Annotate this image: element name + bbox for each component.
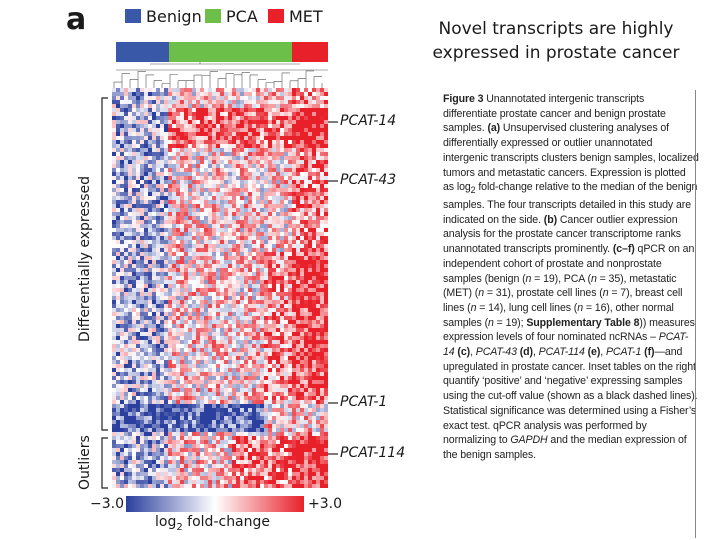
heatmap-cells: [112, 88, 328, 488]
transcript-label-pcat14: PCAT-14: [340, 113, 397, 129]
legend-pca: PCA: [205, 6, 258, 26]
legend-swatch-benign: [125, 9, 141, 23]
sample-bar-met: [292, 42, 328, 62]
page-edge-rule: [695, 90, 696, 538]
slide-title-line-2: expressed in prostate cancer: [432, 43, 680, 63]
colorbar-title: log2 fold-change: [155, 514, 271, 533]
heatmap-figure: [101, 42, 338, 512]
legend-swatch-pca: [205, 9, 221, 23]
transcript-label-pcat114: PCAT-114: [340, 445, 406, 461]
legend-swatch-met: [268, 9, 284, 23]
colorbar: [126, 496, 304, 512]
column-dendrogram: [113, 62, 328, 88]
colorbar-max-label: +3.0: [308, 496, 342, 512]
legend-benign: Benign: [125, 6, 202, 26]
row-brackets: [101, 97, 108, 489]
transcript-leaders: [328, 121, 338, 455]
transcript-label-pcat1: PCAT-1: [340, 394, 388, 410]
legend-label-pca: PCA: [226, 6, 258, 26]
sample-bar-pca: [169, 42, 292, 62]
legend-label-benign: Benign: [146, 6, 202, 26]
legend-label-met: MET: [289, 6, 323, 26]
transcript-label-pcat43: PCAT-43: [340, 172, 397, 188]
legend-met: MET: [268, 6, 323, 26]
figure-caption: Figure 3 Unannotated intergenic transcri…: [443, 93, 699, 461]
y-axis-label-differentially-expressed: Differentially expressed: [77, 175, 93, 342]
sample-bar-benign: [116, 42, 169, 62]
y-axis-label-outliers: Outliers: [77, 435, 93, 490]
slide-title-line-1: Novel transcripts are highly: [438, 19, 674, 39]
panel-letter: a: [66, 2, 87, 37]
slide-title: Novel transcripts are highly expressed i…: [420, 17, 692, 65]
colorbar-min-label: −3.0: [90, 496, 124, 512]
